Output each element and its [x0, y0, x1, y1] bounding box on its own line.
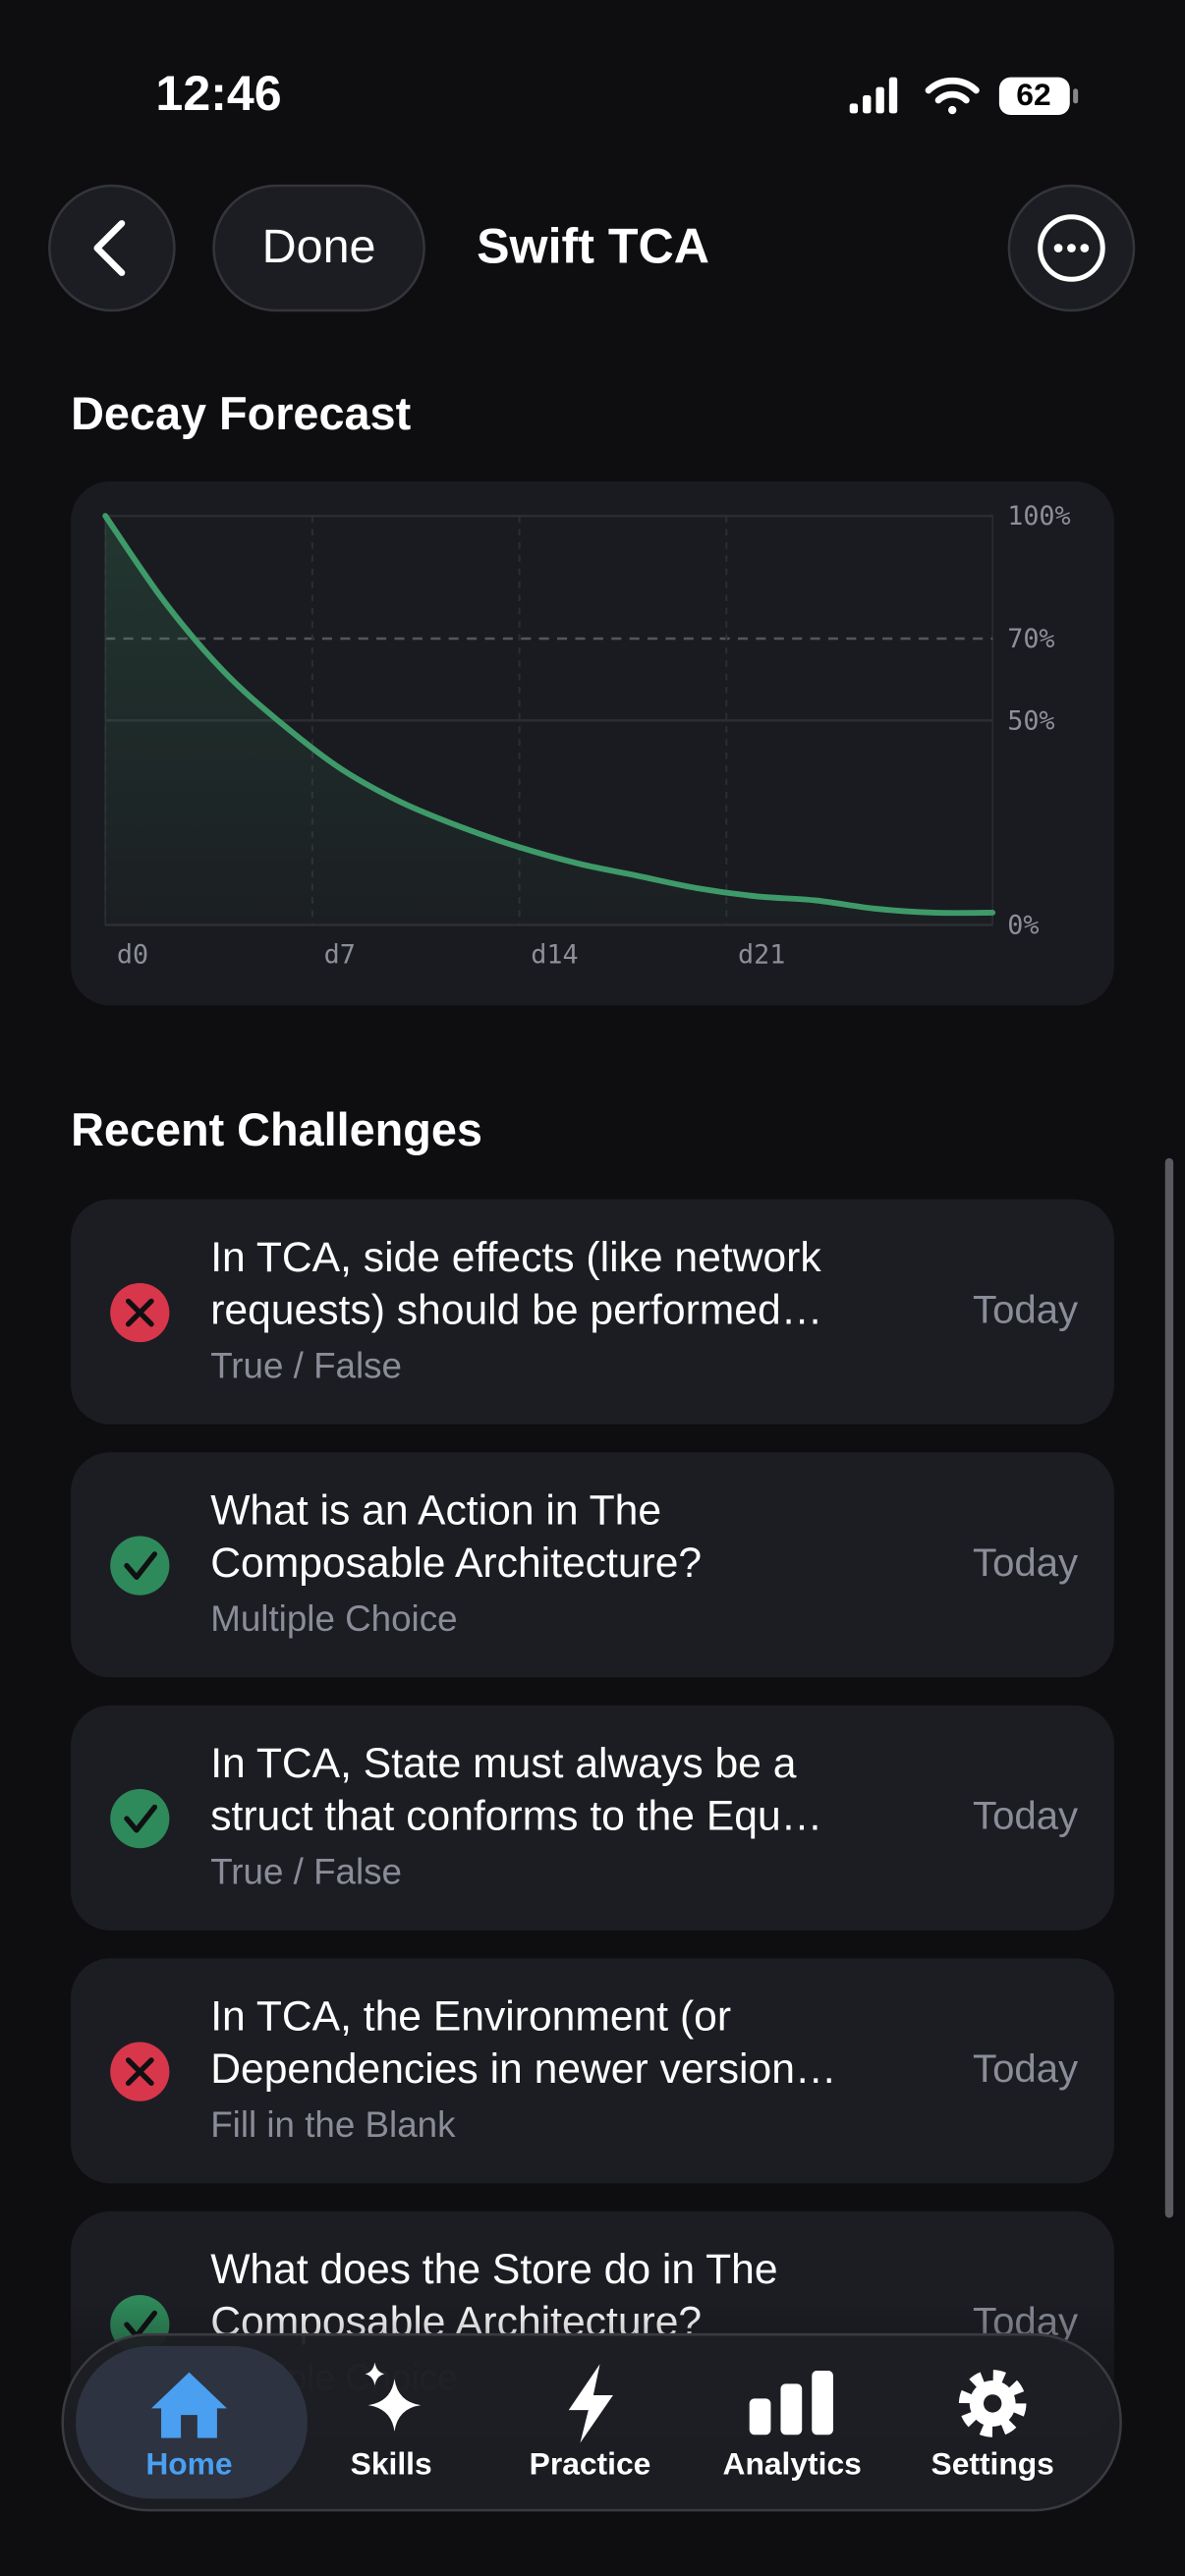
question-text: Composable Architecture? — [210, 1540, 702, 1587]
battery-icon — [998, 77, 1070, 116]
status-glyph — [125, 1298, 154, 1327]
y-tick-label: 50% — [1007, 705, 1054, 736]
home-icon — [151, 2372, 227, 2438]
question-text: What does the Store do in The — [210, 2246, 777, 2293]
tab[interactable]: Settings — [931, 2370, 1054, 2482]
home-door — [181, 2415, 198, 2438]
skills-icon — [365, 2362, 422, 2432]
tab-label: Skills — [351, 2445, 432, 2481]
tab-label: Settings — [931, 2445, 1054, 2481]
question-date: Today — [973, 1540, 1078, 1585]
question-kind: True / False — [210, 1346, 402, 1386]
question-date: Today — [973, 1794, 1078, 1838]
practice-icon — [568, 2364, 613, 2443]
signal-icon — [849, 77, 898, 114]
section-title: Recent Challenges — [71, 1104, 482, 1155]
tab[interactable]: Skills — [351, 2362, 432, 2482]
area-fill — [105, 516, 993, 925]
status-time: 12:46 — [155, 66, 281, 121]
y-tick-label: 0% — [1007, 911, 1039, 941]
question-date: Today — [973, 2046, 1078, 2091]
tab[interactable]: Analytics — [723, 2370, 862, 2481]
tab[interactable]: Home — [76, 2345, 308, 2499]
question-text: Dependencies in newer version… — [210, 2045, 836, 2093]
x-tick-label: d0 — [117, 940, 148, 971]
question-kind: Multiple Choice — [210, 1598, 457, 1639]
question-text: What is an Action in The — [210, 1486, 661, 1534]
challenge-card[interactable] — [71, 1958, 1114, 2184]
tabs: Home Skills Practice Analytics Settings — [76, 2345, 1054, 2499]
analytics-icon — [812, 2370, 833, 2436]
question-text: struct that conforms to the Equ… — [210, 1792, 822, 1839]
challenge-card[interactable] — [71, 1199, 1114, 1425]
challenge-card[interactable] — [71, 1452, 1114, 1678]
question-text: requests) should be performed… — [210, 1286, 822, 1333]
status-glyph — [124, 1804, 158, 1833]
decay-line — [102, 513, 996, 917]
challenge-card[interactable] — [71, 1705, 1114, 1931]
status-glyph — [124, 1551, 158, 1580]
question-text: In TCA, side effects (like network — [210, 1234, 821, 1281]
status-icon — [110, 1789, 170, 1849]
analytics-icon — [780, 2383, 803, 2436]
battery-cap — [1073, 88, 1079, 104]
x-tick-label: d21 — [738, 940, 785, 971]
question-date: Today — [973, 1288, 1078, 1332]
tab-label: Practice — [530, 2445, 651, 2481]
tab-label: Analytics — [723, 2445, 862, 2481]
tab-label: Home — [145, 2445, 232, 2481]
header-title: Swift TCA — [477, 218, 709, 273]
scrollbar — [1164, 1157, 1174, 2218]
settings-icon — [958, 2370, 1027, 2437]
wifi-icon — [925, 77, 980, 115]
x-tick-label: d14 — [531, 940, 578, 971]
challenge-list: In TCA, side effects (like network reques… — [71, 1199, 1114, 2436]
back-chevron — [93, 220, 126, 276]
question-text: In TCA, the Environment (or — [210, 1992, 731, 2040]
y-tick-label: 70% — [1007, 624, 1054, 654]
x-tick-label: d7 — [324, 940, 356, 971]
chart-title: Decay Forecast — [71, 388, 411, 439]
done-label: Done — [262, 220, 376, 273]
question-kind: True / False — [210, 1852, 402, 1892]
done-button[interactable] — [212, 184, 425, 312]
back-button[interactable] — [48, 184, 176, 312]
analytics-icon — [749, 2398, 771, 2436]
battery-level: 62 — [1016, 77, 1050, 112]
question-kind: Fill in the Blank — [210, 2104, 456, 2145]
y-tick-label: 100% — [1007, 501, 1070, 532]
more-icon — [1038, 214, 1105, 282]
settings-hole — [983, 2394, 1002, 2413]
question-text: In TCA, State must always be a — [210, 1740, 797, 1787]
tab[interactable]: Practice — [530, 2364, 651, 2481]
status-icon — [110, 1536, 170, 1596]
chart: 0% 50% 70% 100% d0 d7 d14 d21 — [102, 501, 1071, 971]
status-glyph — [125, 2057, 154, 2087]
